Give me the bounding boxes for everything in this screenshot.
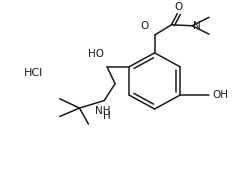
Text: HO: HO bbox=[88, 49, 104, 60]
Text: HCl: HCl bbox=[24, 68, 43, 78]
Text: H: H bbox=[103, 111, 111, 121]
Text: NH: NH bbox=[96, 106, 111, 116]
Text: OH: OH bbox=[212, 90, 228, 100]
Text: N: N bbox=[193, 21, 201, 31]
Text: O: O bbox=[174, 2, 182, 12]
Text: O: O bbox=[140, 21, 149, 31]
